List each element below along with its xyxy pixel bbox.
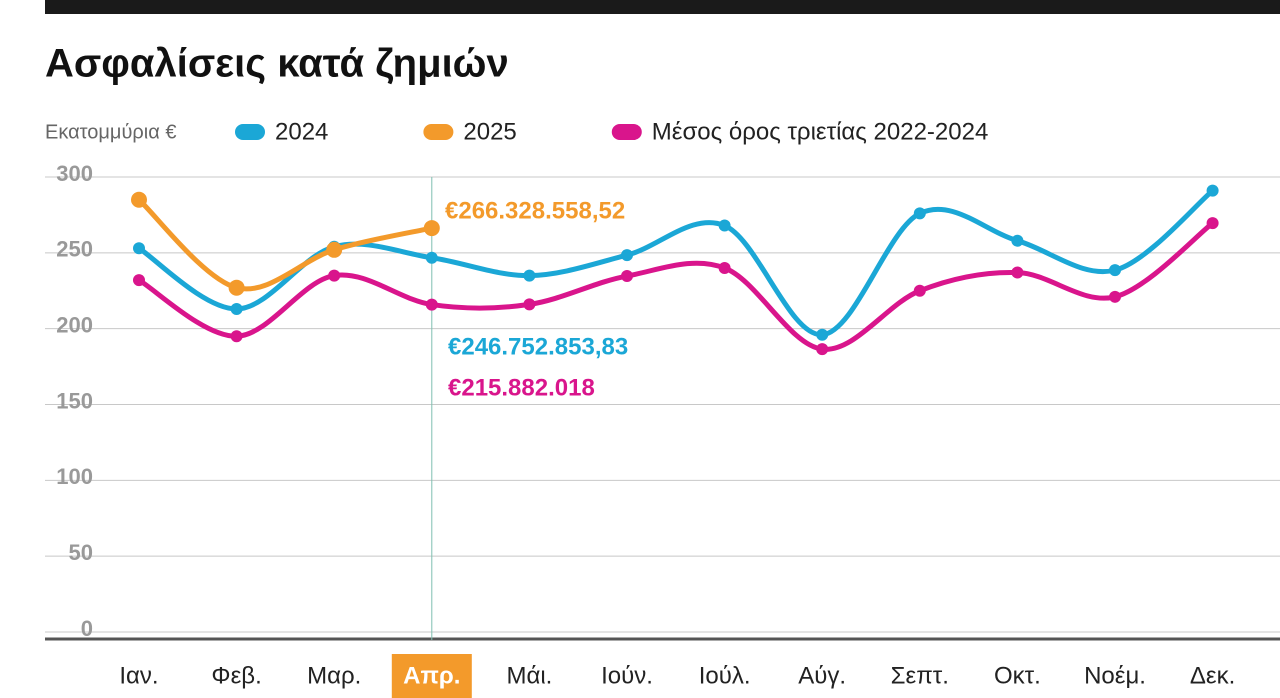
data-point [423, 220, 440, 237]
top-bar [45, 0, 1280, 14]
x-tick-label: Οκτ. [994, 662, 1041, 689]
x-tick-label: Μάι. [506, 662, 552, 689]
value-label: €246.752.853,83 [448, 333, 628, 360]
data-point [1109, 290, 1121, 303]
y-tick-label: 200 [56, 312, 93, 337]
legend-label: 2024 [275, 118, 328, 145]
data-point [228, 279, 245, 296]
data-point [718, 219, 731, 232]
data-point [326, 241, 343, 258]
data-point [230, 302, 243, 315]
y-tick-label: 100 [56, 464, 93, 489]
y-tick-label: 300 [56, 161, 93, 186]
x-tick-label: Ιαν. [119, 662, 158, 689]
data-point [1011, 266, 1024, 279]
chart-title: Ασφαλίσεις κατά ζημιών [45, 42, 509, 86]
y-tick-label: 150 [56, 388, 93, 413]
x-tick-label: Μαρ. [307, 662, 361, 689]
data-point [718, 262, 731, 274]
legend-swatch [235, 124, 265, 140]
data-point [230, 330, 243, 343]
x-tick-label: Ιούλ. [699, 662, 751, 689]
data-point [913, 207, 926, 220]
y-tick-label: 50 [69, 540, 93, 565]
x-tick-label: Αύγ. [798, 662, 846, 689]
series-line [136, 188, 1216, 338]
data-point [913, 284, 926, 297]
data-point [133, 242, 145, 255]
x-tick-label: Απρ. [403, 662, 460, 689]
legend-swatch [611, 124, 642, 140]
y-axis-label: Εκατομμύρια € [45, 121, 176, 143]
legend-label: 2025 [463, 118, 516, 145]
x-tick-label: Ιούν. [601, 662, 653, 689]
y-tick-label: 250 [56, 237, 93, 262]
value-label: €266.328.558,52 [445, 197, 625, 224]
data-point [1206, 184, 1219, 197]
highlight-box [391, 654, 472, 698]
data-point [816, 328, 829, 341]
data-point [523, 269, 536, 282]
value-label: €215.882.018 [448, 374, 595, 401]
data-point [1011, 234, 1024, 247]
legend-swatch [423, 124, 454, 140]
data-point [133, 274, 145, 287]
x-tick-label: Νοέμ. [1084, 662, 1146, 689]
series-line [136, 197, 435, 292]
y-tick-label: 0 [81, 616, 93, 641]
x-tick-label: Δεκ. [1190, 662, 1235, 689]
data-point [1109, 264, 1121, 277]
data-point [523, 298, 536, 311]
data-point [621, 270, 633, 283]
data-point [131, 191, 147, 208]
data-point [425, 298, 438, 311]
data-point [425, 251, 438, 264]
x-tick-label: Φεβ. [211, 662, 261, 689]
x-tick-label: Σεπτ. [891, 662, 949, 689]
legend-label: Μέσος όρος τριετίας 2022-2024 [652, 118, 989, 145]
data-point [1206, 217, 1219, 230]
data-point [816, 343, 829, 356]
data-point [328, 269, 341, 282]
data-point [621, 249, 633, 262]
series-line [136, 220, 1216, 352]
